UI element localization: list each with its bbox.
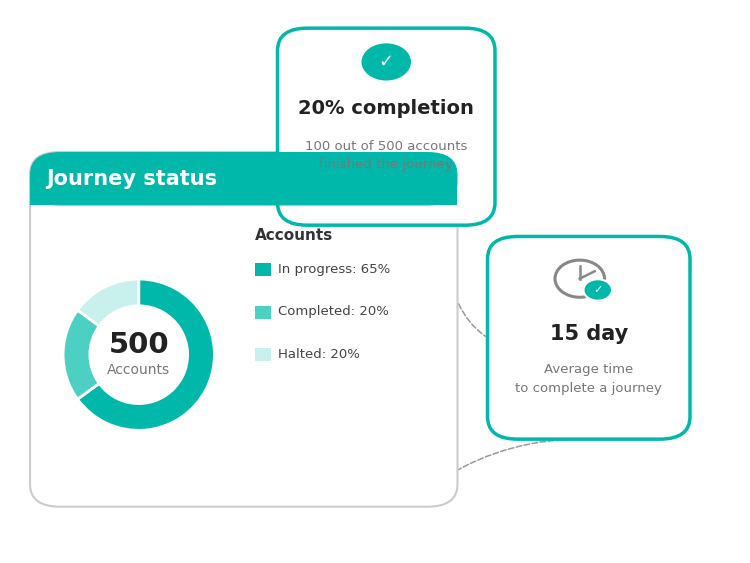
Text: 15 day: 15 day — [550, 324, 628, 344]
Text: 500: 500 — [109, 331, 169, 359]
Text: ✓: ✓ — [379, 53, 394, 71]
Bar — [255, 306, 271, 319]
FancyBboxPatch shape — [488, 236, 690, 439]
FancyBboxPatch shape — [30, 152, 457, 205]
Text: In progress: 65%: In progress: 65% — [278, 263, 390, 276]
Circle shape — [362, 43, 411, 81]
FancyBboxPatch shape — [30, 152, 457, 507]
Text: 100 out of 500 accounts
finished the journey: 100 out of 500 accounts finished the jou… — [305, 140, 467, 171]
Bar — [30, 176, 457, 205]
Bar — [255, 348, 271, 361]
Text: Average time
to complete a journey: Average time to complete a journey — [515, 363, 662, 395]
Circle shape — [584, 279, 612, 301]
Text: ✓: ✓ — [593, 285, 602, 295]
Wedge shape — [77, 279, 214, 430]
FancyBboxPatch shape — [278, 28, 495, 225]
Text: Accounts: Accounts — [107, 364, 170, 377]
Text: Completed: 20%: Completed: 20% — [278, 305, 388, 319]
Text: Accounts: Accounts — [255, 228, 333, 243]
Bar — [255, 263, 271, 276]
Text: 20% completion: 20% completion — [298, 99, 474, 118]
Text: Halted: 20%: Halted: 20% — [278, 347, 359, 361]
Text: Journey status: Journey status — [46, 169, 217, 189]
Wedge shape — [77, 279, 139, 326]
Wedge shape — [63, 310, 99, 399]
